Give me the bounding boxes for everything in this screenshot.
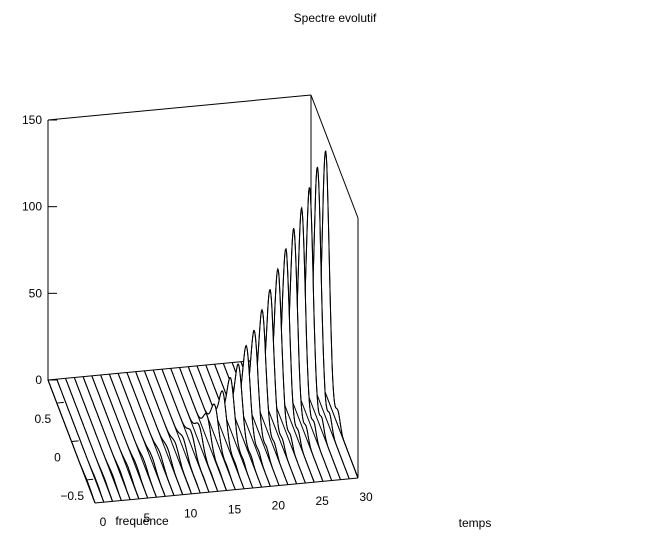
trace-curve-t9 <box>126 372 175 496</box>
temps-tick-label: 5 <box>143 511 150 525</box>
right-top-edge <box>310 94 359 219</box>
trace-curve-t6 <box>100 374 149 498</box>
chart-title: Spectre evolutif <box>294 11 377 25</box>
trace-curve-t19 <box>214 363 263 488</box>
trace-curve-t10 <box>135 371 184 495</box>
z-tick-label: 50 <box>29 286 43 300</box>
z-axis-ticks: 0 50 100 150 <box>22 113 57 387</box>
trace-curve-t4 <box>82 376 131 500</box>
temps-tick-label: 30 <box>359 490 373 504</box>
trace-curve-t1 <box>56 379 105 503</box>
temps-tick-10 <box>179 488 184 495</box>
trace-curve-t17 <box>196 365 245 489</box>
temps-tick-label: 25 <box>315 494 329 508</box>
temps-tick-30 <box>355 471 359 479</box>
z-tick-label: 100 <box>22 200 42 214</box>
frequence-tick-label: 0.5 <box>34 412 51 426</box>
temps-tick-25 <box>311 475 315 483</box>
frequence-tick-−0.5 <box>86 478 94 481</box>
trace-curve-t2 <box>65 378 113 502</box>
trace-curve-t11 <box>143 370 192 494</box>
trace-curve-t8 <box>117 373 166 497</box>
temps-tick-label: 10 <box>184 507 198 521</box>
trace-curve-t15 <box>179 367 227 491</box>
temps-tick-0 <box>92 496 96 504</box>
back-top-edge <box>47 94 312 121</box>
trace-curve-t3 <box>73 377 122 501</box>
frequence-tick-0 <box>71 440 79 442</box>
temps-tick-label: 15 <box>228 503 242 517</box>
temps-tick-label: 20 <box>272 498 286 512</box>
frequence-tick-0.5 <box>56 401 64 404</box>
z-tick-label: 0 <box>35 373 42 387</box>
temps-axis-ticks: 0 5 10 15 20 25 30 <box>92 471 373 529</box>
temps-tick-15 <box>223 484 227 491</box>
temps-axis-label: temps <box>459 516 492 530</box>
temps-tick-5 <box>136 492 140 500</box>
temps-tick-label: 0 <box>100 515 107 529</box>
trace-curve-t12 <box>152 369 201 494</box>
frequence-axis-label: frequence <box>115 514 169 528</box>
trace-curve-t16 <box>187 366 236 490</box>
trace-curve-t7 <box>108 374 157 498</box>
frequence-tick-label: 0 <box>54 451 61 465</box>
frequence-tick-label: −0.5 <box>60 489 84 503</box>
trace-curve-t18 <box>205 364 254 489</box>
frequence-axis-ticks: 0.5 0 −0.5 <box>34 401 94 503</box>
trace-curve-t13 <box>161 369 210 493</box>
temps-tick-20 <box>267 480 271 487</box>
z-tick-label: 150 <box>22 113 42 127</box>
trace-curve-t14 <box>170 368 219 492</box>
trace-curve-t5 <box>91 375 140 499</box>
